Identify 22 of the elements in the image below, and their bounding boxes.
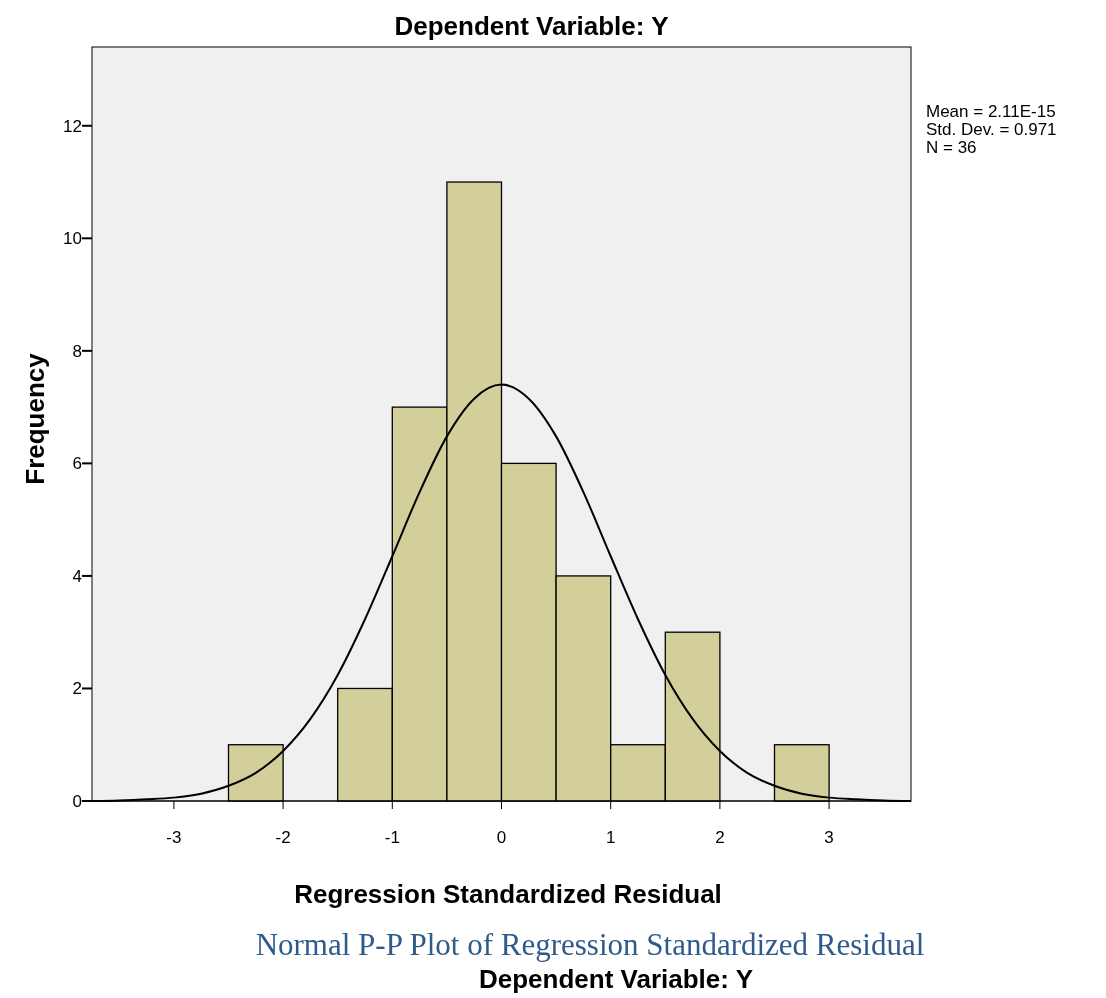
text: Normal P-P Plot of Regression Standardized Residual xyxy=(255,927,925,962)
y-tick-label: 0 xyxy=(72,792,82,811)
text: Dependent Variable: Y xyxy=(478,964,754,994)
y-tick-label: 4 xyxy=(72,566,82,586)
x-tick-label: -2 xyxy=(275,828,291,847)
x-tick-label: 1 xyxy=(605,828,616,847)
x-tick-label: 0 xyxy=(496,828,507,847)
y-axis-title: Frequency xyxy=(20,352,50,485)
x-tick-label: 3 xyxy=(824,828,834,847)
text: N = 36 xyxy=(926,138,977,157)
x-axis-title: Regression Standardized Residual xyxy=(294,879,722,909)
x-tick-label: 2 xyxy=(715,828,725,847)
y-tick-label: 8 xyxy=(72,341,82,361)
text: Mean = 2.11E-15 xyxy=(926,102,1056,121)
text: Std. Dev. = 0.971 xyxy=(926,120,1057,139)
x-tick-label: -1 xyxy=(384,828,400,847)
x-tick-label: -3 xyxy=(166,828,182,847)
y-tick-label: 6 xyxy=(72,454,82,474)
y-tick-label: 2 xyxy=(72,679,82,699)
y-tick-label: 12 xyxy=(63,116,82,136)
chart-title: Dependent Variable: Y xyxy=(394,11,669,41)
y-tick-label: 10 xyxy=(63,229,82,249)
